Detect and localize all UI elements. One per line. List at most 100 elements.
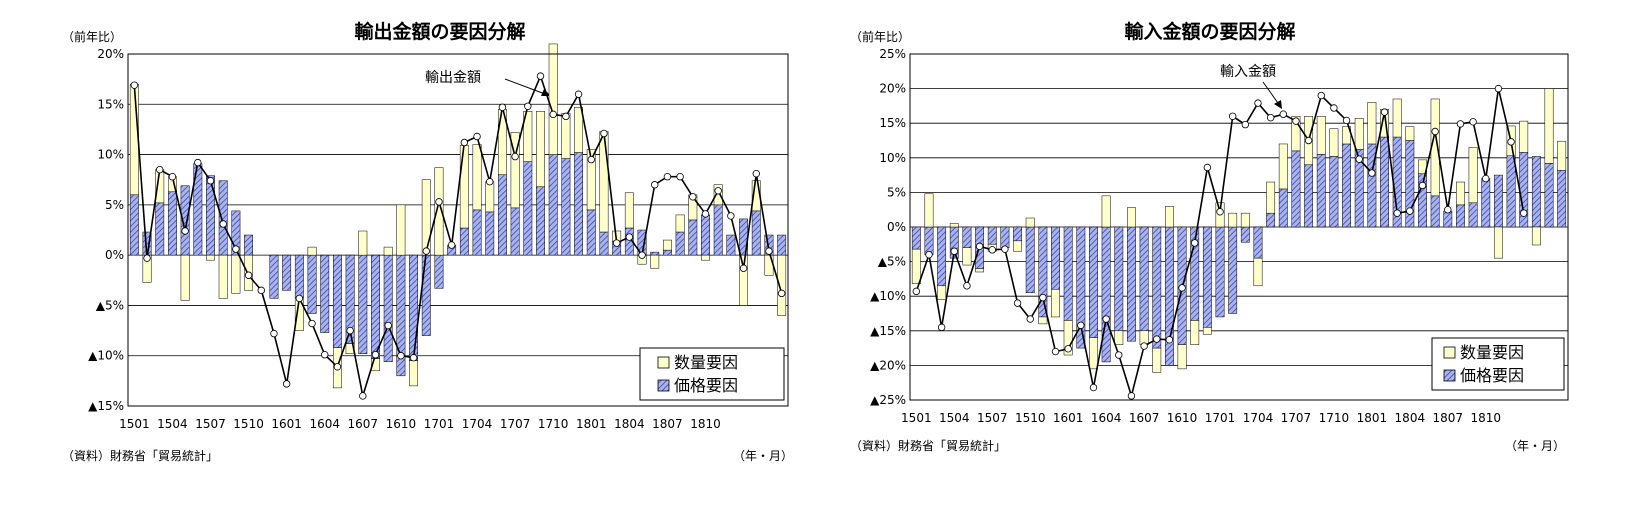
- price-bar: [459, 227, 469, 256]
- price-bar: [1468, 202, 1478, 228]
- total-point: [1001, 245, 1009, 253]
- price-bar: [574, 152, 584, 256]
- quantity-bar: [1519, 120, 1529, 153]
- annotation-arrow: [1262, 81, 1279, 104]
- price-bar: [1202, 226, 1212, 328]
- price-bar: [1025, 226, 1035, 293]
- quantity-bar: [1316, 116, 1326, 155]
- x-tick-label: 1810: [690, 417, 721, 431]
- total-point: [1064, 345, 1072, 353]
- x-tick-label: 1707: [1281, 411, 1312, 425]
- total-point: [244, 271, 253, 279]
- total-point: [130, 81, 139, 89]
- total-point: [447, 241, 456, 249]
- total-point: [1013, 299, 1022, 307]
- total-point: [1039, 293, 1047, 302]
- quantity-bar: [383, 246, 393, 256]
- price-bar: [1316, 154, 1326, 228]
- total-point: [1241, 120, 1250, 129]
- price-bar: [485, 211, 495, 256]
- price-bar: [269, 254, 279, 299]
- total-point: [1279, 110, 1287, 118]
- price-bar: [1291, 150, 1301, 228]
- price-bar: [1304, 164, 1314, 228]
- y-tick-label: ▲5%: [878, 255, 906, 269]
- quantity-bar: [662, 239, 672, 251]
- price-bar: [358, 254, 368, 354]
- quantity-bar: [371, 358, 380, 372]
- quantity-bar: [1101, 195, 1111, 228]
- legend-swatch-quantity: [657, 356, 670, 369]
- total-point: [777, 289, 786, 298]
- total-point: [409, 354, 418, 362]
- price-bar: [1544, 163, 1554, 228]
- total-point: [270, 329, 278, 338]
- quantity-bar: [1544, 88, 1554, 164]
- y-tick-label: 25%: [879, 47, 906, 61]
- quantity-bar: [1063, 320, 1073, 356]
- price-bar: [599, 231, 609, 256]
- price-bar: [751, 210, 761, 256]
- quantity-bar: [1164, 205, 1174, 228]
- total-point: [574, 90, 583, 98]
- price-bar: [561, 158, 571, 256]
- x-tick-label: 1604: [309, 417, 340, 431]
- quantity-bar: [180, 254, 190, 301]
- total-point: [1469, 118, 1477, 126]
- total-point: [937, 323, 946, 332]
- quantity-bar: [1177, 344, 1187, 370]
- x-tick-label: 1710: [538, 417, 569, 431]
- price-bar: [1139, 226, 1149, 332]
- quantity-bar: [206, 254, 215, 261]
- quantity-bar: [1329, 128, 1339, 157]
- chart-title: 輸出金額の要因分解: [354, 20, 525, 43]
- price-bar: [1114, 226, 1124, 332]
- x-tick-label: 1704: [1243, 411, 1274, 425]
- annotation-arrow: [504, 78, 546, 95]
- total-point: [1507, 138, 1515, 146]
- total-point: [1153, 335, 1161, 343]
- price-bar: [1253, 226, 1263, 259]
- quantity-bar: [1127, 207, 1136, 228]
- total-point: [587, 155, 595, 164]
- price-bar: [1000, 226, 1010, 249]
- x-axis-label: （年・月）: [733, 449, 793, 463]
- y-tick-label: 20%: [97, 47, 124, 61]
- total-point: [1254, 99, 1262, 107]
- price-bar: [1278, 188, 1288, 228]
- price-bar: [1152, 226, 1162, 349]
- price-bar: [218, 180, 228, 256]
- total-point: [1216, 208, 1224, 216]
- legend-swatch-quantity: [1443, 346, 1456, 359]
- total-point: [1317, 91, 1325, 100]
- quantity-bar: [1114, 330, 1124, 345]
- quantity-bar: [1405, 126, 1415, 141]
- quantity-bar: [1190, 320, 1200, 345]
- price-bar: [937, 226, 947, 287]
- total-point: [739, 264, 748, 272]
- x-tick-label: 1704: [462, 417, 493, 431]
- total-point: [498, 103, 507, 112]
- total-point: [460, 138, 469, 147]
- price-bar: [688, 219, 698, 256]
- quantity-bar: [713, 184, 723, 206]
- price-bar: [987, 226, 997, 245]
- quantity-bar: [1392, 98, 1402, 138]
- y-tick-label: 15%: [879, 116, 906, 130]
- total-point: [1178, 284, 1186, 292]
- total-point: [638, 251, 646, 259]
- total-point: [963, 282, 971, 290]
- quantity-bar: [536, 111, 545, 188]
- price-bar: [662, 249, 672, 256]
- y-tick-label: ▲10%: [88, 349, 124, 363]
- price-bar: [701, 214, 710, 256]
- y-tick-label: ▲15%: [88, 399, 124, 413]
- quantity-bar: [1228, 212, 1238, 228]
- total-point: [1431, 127, 1439, 136]
- price-bar: [1493, 174, 1503, 228]
- y-tick-label: 10%: [97, 148, 124, 162]
- total-point: [473, 132, 481, 141]
- legend: 数量要因 価格要因: [639, 347, 785, 401]
- x-tick-label: 1607: [348, 417, 379, 431]
- quantity-bar: [1240, 212, 1250, 228]
